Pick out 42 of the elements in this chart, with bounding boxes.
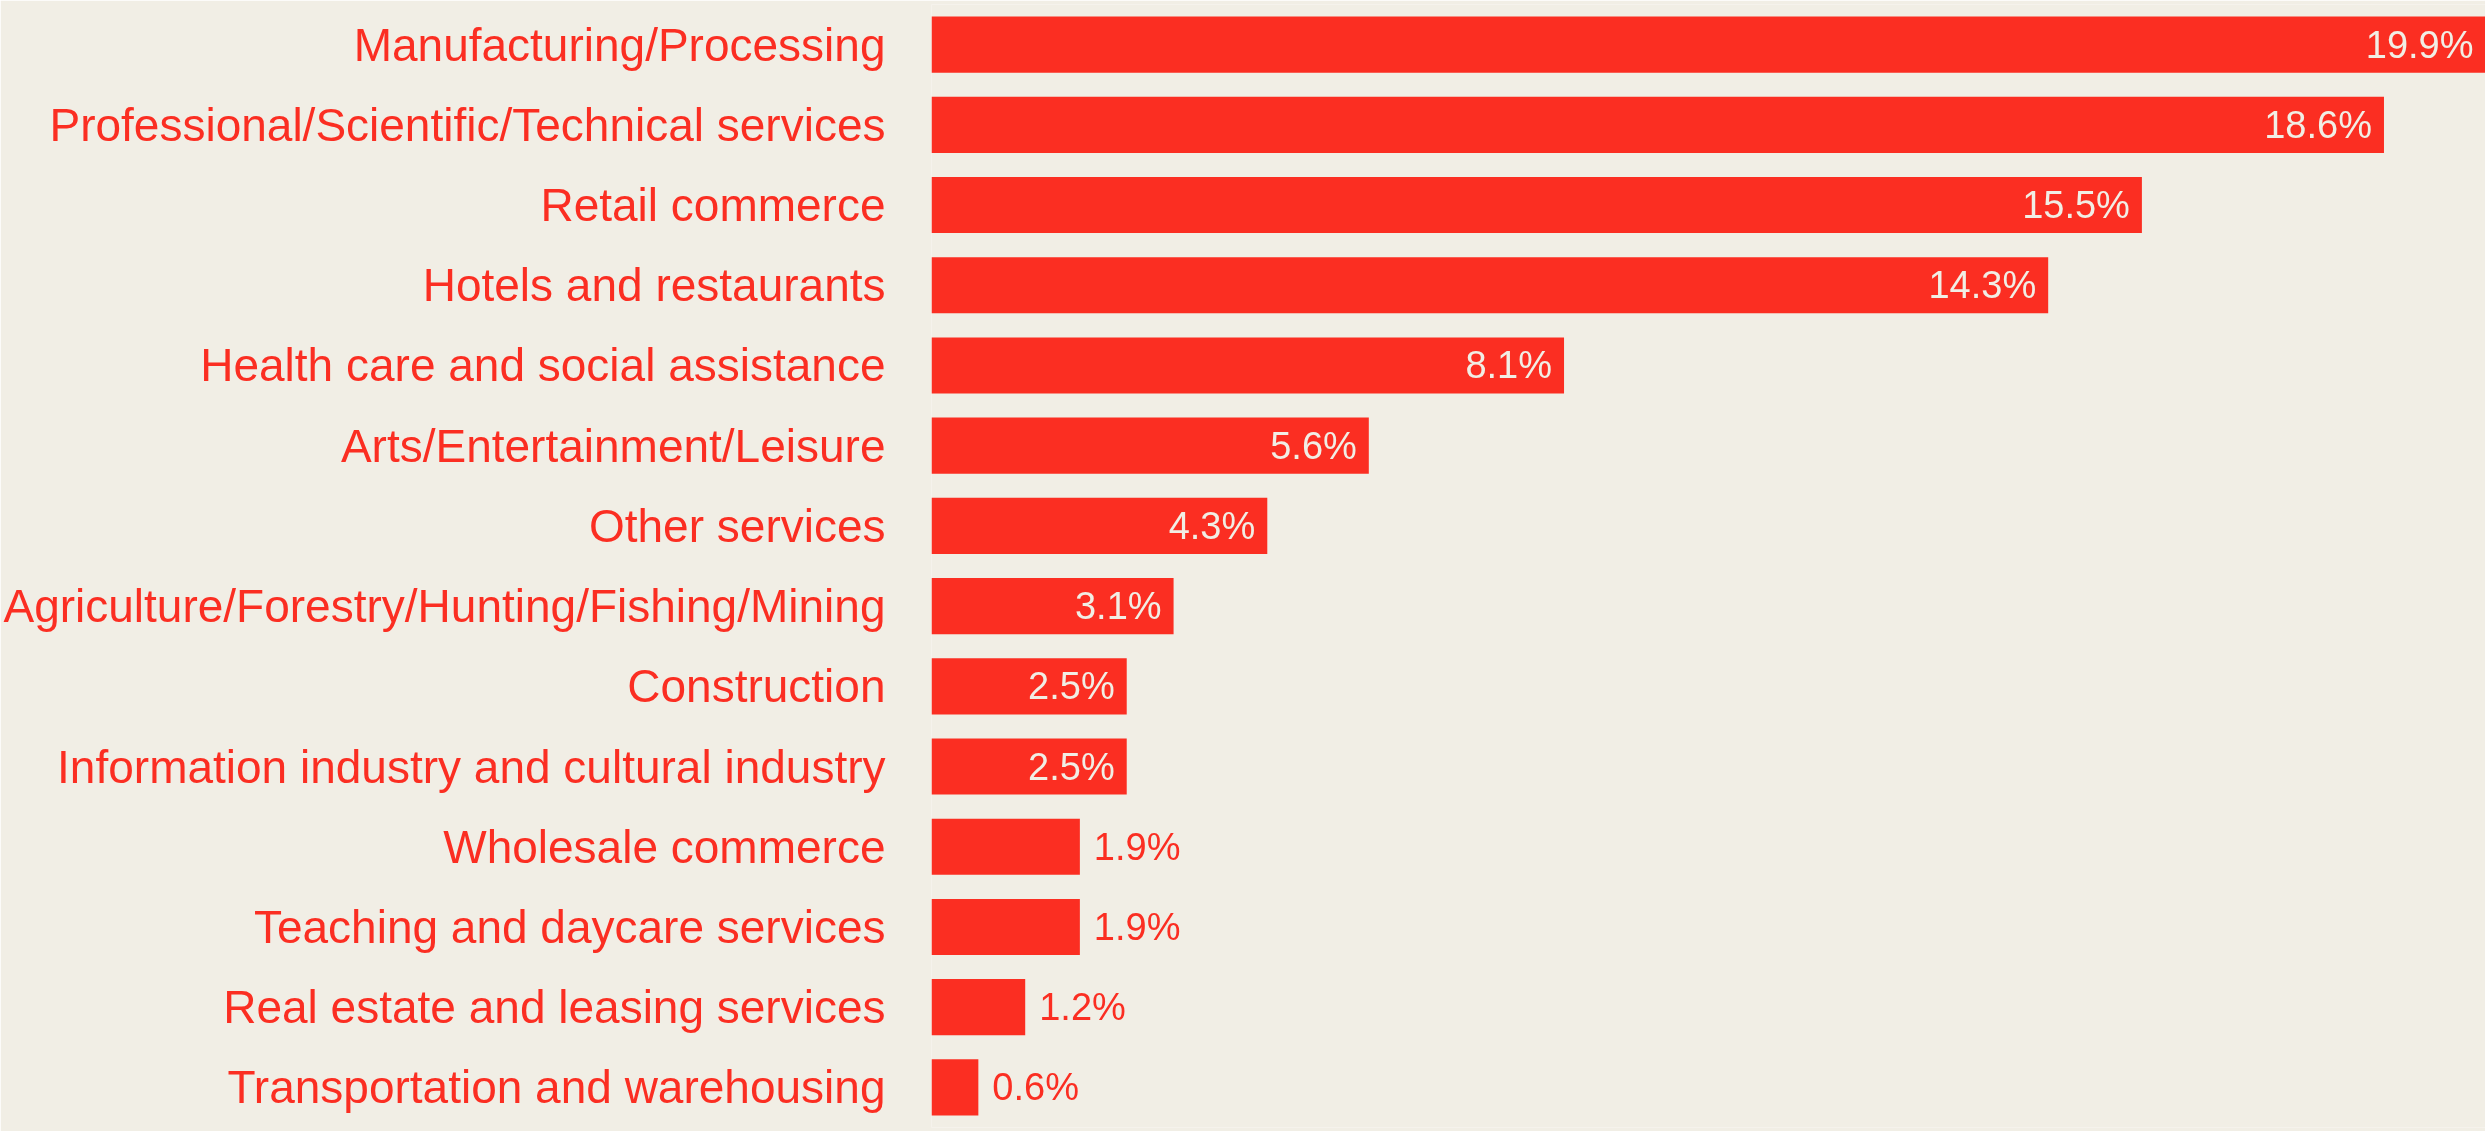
data-label: 5.6% [1270, 424, 1357, 467]
bar [931, 96, 2384, 153]
y-tick-label: Transportation and warehousing [227, 1061, 886, 1114]
y-tick-label: Teaching and daycare services [253, 900, 886, 953]
bar [931, 818, 1080, 875]
bar [931, 417, 1369, 474]
y-tick-label: Health care and social assistance [200, 339, 886, 392]
bar [931, 979, 1026, 1036]
bar [931, 578, 1174, 635]
data-label: 14.3% [1928, 264, 2037, 307]
y-tick-label: Construction [627, 660, 886, 713]
data-label: 3.1% [1074, 585, 1162, 628]
data-label: 19.9% [2365, 23, 2474, 66]
bar [931, 497, 1268, 554]
y-tick-label: Wholesale commerce [443, 820, 886, 873]
data-label: 18.6% [2264, 103, 2372, 146]
y-tick-label: Arts/Entertainment/Leisure [340, 419, 886, 472]
y-tick-label: Retail commerce [540, 179, 886, 232]
data-label: 1.9% [1093, 825, 1181, 868]
bar [931, 176, 2142, 234]
data-label: 15.5% [2022, 184, 2130, 227]
y-tick-label: Manufacturing/Processing [353, 18, 886, 71]
bar [931, 1059, 979, 1116]
y-tick-label: Other services [588, 499, 886, 552]
bar [931, 898, 1080, 956]
bar [931, 658, 1127, 715]
y-tick-label: Hotels and restaurants [422, 259, 886, 312]
data-label: 4.3% [1168, 504, 1256, 547]
y-tick-label: Professional/Scientific/Technical services [49, 98, 886, 151]
bar [931, 738, 1127, 795]
data-label: 8.1% [1465, 344, 1553, 387]
y-tick-label: Agriculture/Forestry/Hunting/Fishing/Mining [3, 580, 886, 633]
y-tick-label: Real estate and leasing services [223, 981, 886, 1034]
y-tick-label: Information industry and cultural industry [57, 740, 886, 793]
bar [931, 337, 1565, 394]
data-label: 0.6% [992, 1066, 1079, 1109]
data-label: 2.5% [1028, 745, 1115, 788]
bar [931, 16, 2485, 73]
data-label: 1.9% [1093, 905, 1181, 948]
data-label: 1.2% [1039, 986, 1126, 1029]
bar [931, 257, 2049, 314]
data-label: 2.5% [1028, 665, 1115, 708]
